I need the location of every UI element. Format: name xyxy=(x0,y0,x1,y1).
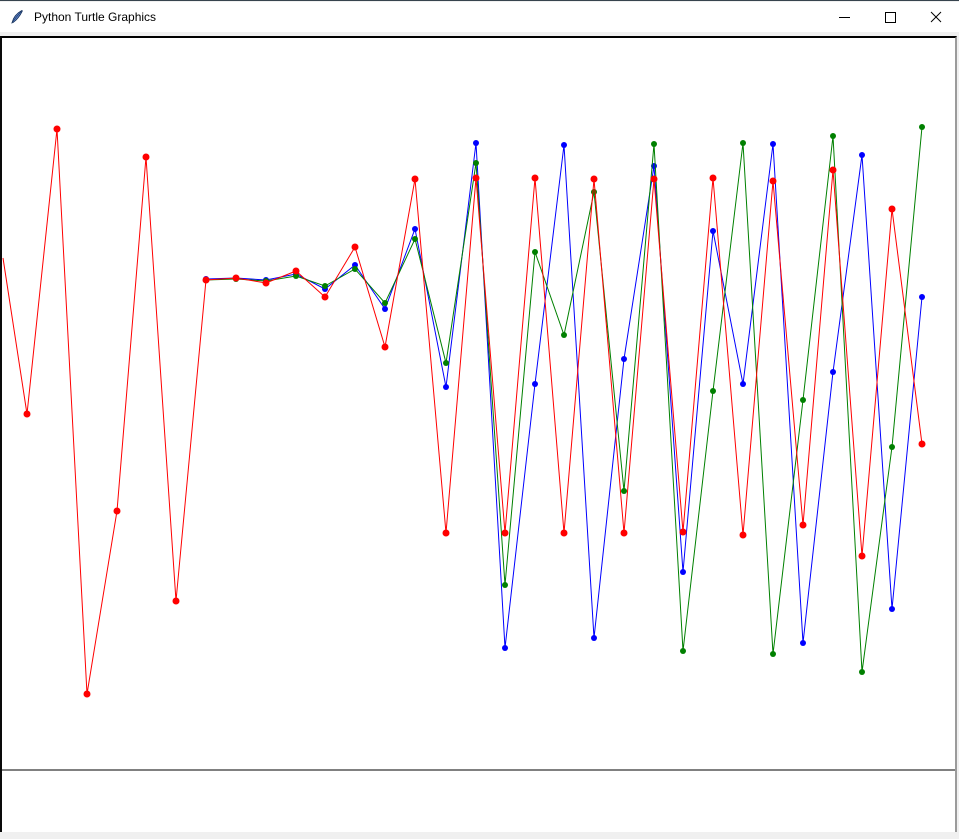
maximize-icon xyxy=(884,11,896,23)
close-button[interactable] xyxy=(913,2,959,32)
minimize-button[interactable] xyxy=(821,2,867,32)
close-icon xyxy=(930,11,942,23)
window-title: Python Turtle Graphics xyxy=(34,10,157,24)
maximize-button[interactable] xyxy=(867,2,913,32)
turtle-drawing-canvas[interactable] xyxy=(0,36,957,832)
tk-feather-icon xyxy=(11,10,23,24)
minimize-icon xyxy=(838,16,850,18)
titlebar: Python Turtle Graphics xyxy=(0,2,959,32)
